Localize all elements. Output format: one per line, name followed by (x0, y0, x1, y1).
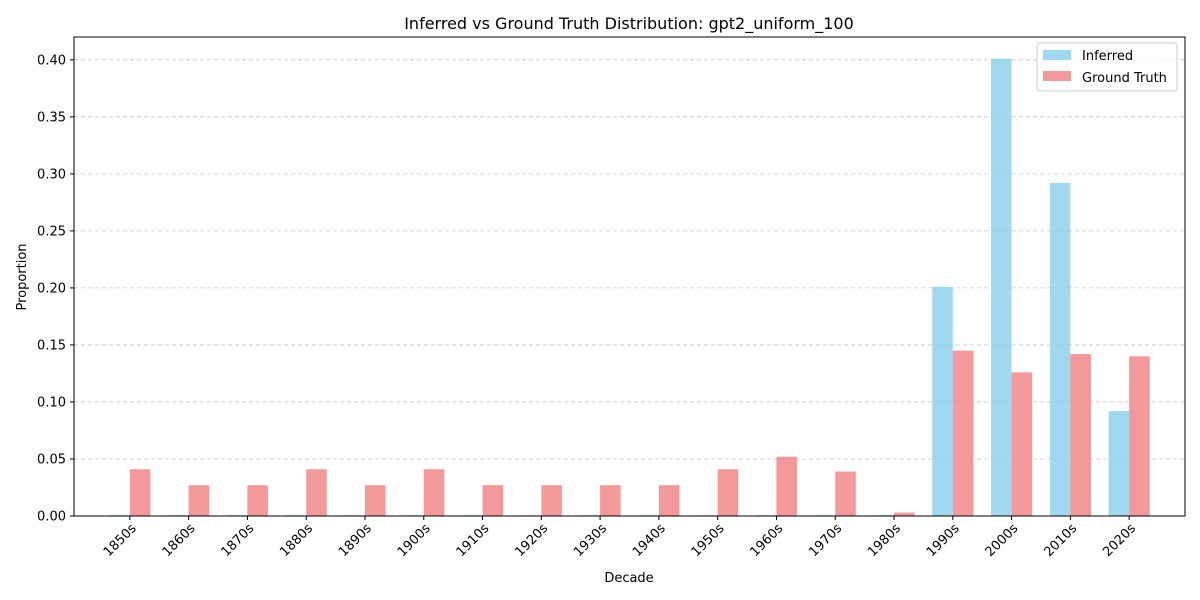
x-tick-label: 1990s (924, 521, 963, 560)
bars (109, 58, 1150, 517)
legend-swatch-inferred (1043, 50, 1071, 60)
bar-ground-truth-1920s (541, 485, 562, 516)
bar-ground-truth-2010s (1070, 354, 1091, 516)
bar-ground-truth-2000s (1011, 372, 1033, 516)
y-axis-title: Proportion (15, 243, 30, 310)
x-tick-label: 2000s (983, 521, 1022, 560)
y-tick-label: 0.10 (37, 395, 66, 410)
y-tick-label: 0.20 (37, 281, 66, 296)
bar-ground-truth-1900s (423, 469, 445, 516)
x-tick-label: 1980s (865, 521, 904, 560)
x-axis-title: Decade (604, 571, 653, 586)
x-tick-label: 2020s (1100, 521, 1139, 560)
bar-ground-truth-1970s (835, 471, 856, 516)
x-tick-label: 1850s (101, 521, 140, 560)
bar-ground-truth-1930s (600, 485, 621, 516)
legend-label-inferred: Inferred (1082, 49, 1133, 64)
x-tick-label: 1880s (277, 521, 316, 560)
x-tick-label: 1860s (160, 521, 199, 560)
x-tick-label: 1900s (395, 521, 434, 560)
y-tick-label: 0.35 (37, 110, 66, 125)
x-tick-label: 1920s (512, 521, 551, 560)
bar-ground-truth-1860s (188, 485, 210, 516)
y-tick-label: 0.05 (37, 452, 66, 467)
bar-ground-truth-1870s (247, 485, 268, 516)
legend-label-ground-truth: Ground Truth (1082, 71, 1167, 86)
x-tick-label: 1930s (571, 521, 610, 560)
bar-ground-truth-1880s (306, 469, 327, 516)
bar-ground-truth-1950s (717, 469, 739, 516)
y-axis: 0.00 0.05 0.10 0.15 0.20 0.25 0.30 0.35 0.40 (37, 53, 74, 525)
x-tick-label: 1910s (454, 521, 493, 560)
x-tick-label: 1970s (806, 521, 845, 560)
bar-ground-truth-1940s (658, 485, 680, 516)
bar-inferred-2020s (1108, 411, 1130, 516)
bar-inferred-1990s (932, 286, 953, 516)
bar-ground-truth-1990s (952, 350, 974, 516)
bar-ground-truth-1850s (129, 469, 151, 516)
bar-ground-truth-1910s (482, 485, 504, 516)
y-tick-label: 0.30 (37, 167, 66, 182)
x-axis: 1850s 1860s 1870s 1880s 1890s 1900s 1910s 1920s… (101, 516, 1139, 560)
bar-ground-truth-2020s (1129, 356, 1150, 516)
bar-ground-truth-1890s (364, 485, 386, 516)
x-tick-label: 1960s (747, 521, 786, 560)
bar-ground-truth-1980s (894, 512, 915, 516)
x-tick-label: 2010s (1041, 521, 1080, 560)
y-tick-label: 0.40 (37, 53, 66, 68)
legend-box (1036, 42, 1178, 92)
x-tick-label: 1940s (630, 521, 669, 560)
bar-inferred-2010s (1049, 182, 1071, 516)
plot-frame (73, 36, 1186, 517)
x-tick-label: 1890s (336, 521, 375, 560)
bar-inferred-2000s (991, 58, 1012, 517)
legend-swatch-ground-truth (1043, 71, 1071, 81)
x-tick-label: 1870s (218, 521, 257, 560)
legend: Inferred Ground Truth (1036, 42, 1178, 92)
y-tick-label: 0.25 (37, 224, 66, 239)
chart-title: Inferred vs Ground Truth Distribution: g… (404, 14, 854, 34)
gridlines (74, 59, 1185, 517)
bar-ground-truth-1960s (776, 456, 798, 516)
y-tick-label: 0.00 (37, 510, 66, 525)
y-tick-label: 0.15 (37, 338, 66, 353)
x-tick-label: 1950s (689, 521, 728, 560)
